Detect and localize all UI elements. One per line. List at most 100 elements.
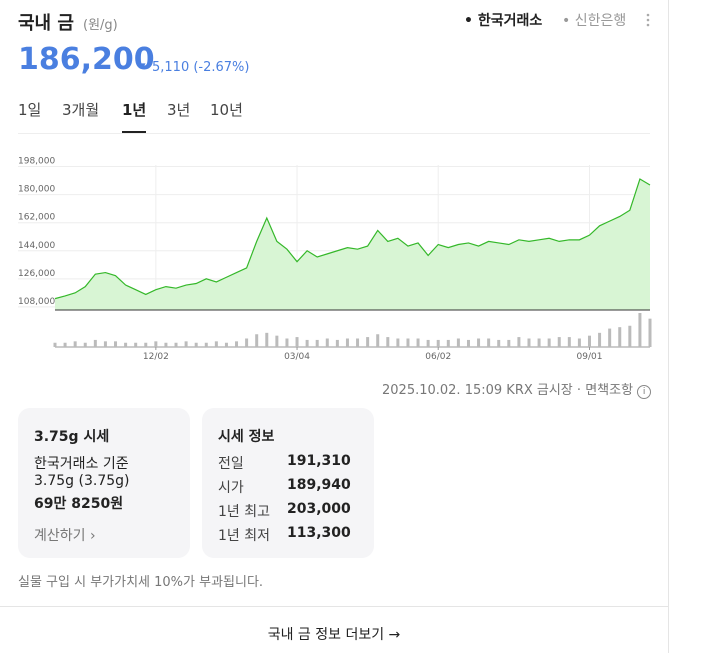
calc-link[interactable]: 계산하기 › [34, 528, 96, 544]
timestamp: 2025.10.02. 15:09 KRX 금시장 · 면책조항 i [382, 379, 652, 399]
amount: 69만 8250원 [34, 496, 124, 512]
row-label: 전일 [218, 456, 244, 472]
card-text: 한국거래소 기준 [34, 456, 129, 472]
volume-bar [134, 342, 138, 347]
tab[interactable]: 1일 [18, 101, 42, 119]
volume-bar [456, 338, 460, 347]
more-link[interactable]: 국내 금 정보 더보기 → [267, 627, 401, 643]
source-tab[interactable]: • 한국거래소 [464, 13, 543, 29]
volume-bar [335, 339, 339, 347]
volume-bar [285, 338, 289, 347]
volume-bar [487, 338, 491, 347]
volume-bar [426, 339, 430, 347]
card-text: 3.75g (3.75g) [34, 473, 130, 489]
volume-bar [345, 338, 349, 347]
volume-bar [114, 341, 118, 347]
y-tick-label: 108,000 [18, 297, 55, 307]
more-text[interactable]: 국내 금 정보 더보기 [267, 627, 385, 643]
volume-bar [466, 339, 470, 347]
unit: (원/g) [83, 18, 118, 33]
change: 5,110 (-2.67%) [152, 60, 250, 75]
x-tick-label: 09/01 [577, 352, 603, 362]
tab[interactable]: 3개월 [62, 101, 100, 119]
row-label: 시가 [218, 480, 244, 496]
row-value: 189,940 [287, 477, 351, 493]
volume-bar [598, 332, 602, 347]
tab[interactable]: 10년 [210, 101, 243, 119]
info-card: 시세 정보 전일 191,310 시가 189,940 1년 최고 203,000 1년 최… [202, 408, 374, 558]
menu-icon[interactable] [643, 12, 653, 28]
volume-bar [124, 342, 128, 347]
source-tab[interactable]: • 신한은행 [562, 13, 627, 29]
volume-bar [275, 335, 279, 347]
volume-bar [184, 341, 188, 347]
volume-bar [446, 339, 450, 347]
volume-bar [255, 334, 259, 347]
x-tick-label: 06/02 [425, 352, 451, 362]
volume-bar [628, 325, 632, 347]
area [55, 179, 650, 310]
volume-bar [547, 338, 551, 347]
volume-bar [577, 338, 581, 347]
volume-bar [164, 342, 168, 347]
card-title: 시세 정보 [218, 429, 275, 445]
volume-bar [325, 338, 329, 347]
volume-bar [648, 318, 652, 347]
volume-bar [527, 338, 531, 347]
volume-bar [517, 337, 521, 347]
volume-bar [265, 332, 269, 347]
card-title: 3.75g 시세 [34, 429, 110, 445]
volume-bar [63, 342, 67, 347]
arrow: ▾ [140, 59, 146, 72]
volume-bar [224, 342, 228, 347]
line [54, 178, 651, 300]
volume-bar [245, 338, 249, 347]
tab[interactable]: 1년 [122, 101, 147, 119]
y-tick-label: 126,000 [18, 269, 55, 279]
tab-underline [122, 131, 146, 133]
notice: 실물 구입 시 부가가치세 10%가 부과됩니다. [18, 575, 264, 590]
disclaimer[interactable]: 면책조항 [585, 383, 634, 398]
volume-bar [295, 337, 299, 347]
volume-bar [587, 335, 591, 347]
volume-bar [557, 337, 561, 347]
volume-bar [174, 342, 178, 347]
row-value: 113,300 [287, 525, 351, 541]
y-tick-label: 162,000 [18, 213, 55, 223]
volume-bar [204, 342, 208, 347]
y-tick-label: 144,000 [18, 241, 55, 251]
widget: 국내 금 (원/g) • 한국거래소 • 신한은행 186,200 ▾ 5,11… [0, 0, 669, 653]
volume-bar [235, 341, 239, 347]
divider [0, 606, 668, 607]
volume-bar [396, 338, 400, 347]
volume-bar [507, 339, 511, 347]
row-value: 191,310 [287, 453, 351, 469]
volume-bar [214, 341, 218, 347]
volume-bar [144, 342, 148, 347]
volume-bar [73, 341, 77, 347]
volume-bar [83, 342, 87, 347]
calc-card: 3.75g 시세 한국거래소 기준 3.75g (3.75g) 69만 8250… [18, 408, 190, 558]
volume-bar [638, 313, 642, 347]
y-tick-label: 198,000 [18, 157, 55, 167]
volume-bar [416, 338, 420, 347]
x-tick-label: 03/04 [284, 352, 310, 362]
volume-bar [497, 339, 501, 347]
volume-bar [608, 328, 612, 347]
volume-bar [315, 339, 319, 347]
time: 2025.10.02. 15:09 KRX 금시장 [382, 383, 573, 398]
link-text[interactable]: 계산하기 [34, 528, 86, 544]
volume-bar [93, 339, 97, 347]
row-value: 203,000 [287, 501, 351, 517]
y-tick-label: 180,000 [18, 185, 55, 195]
volume-bar [154, 341, 158, 347]
volume-bar [477, 338, 481, 347]
divider [18, 133, 650, 134]
tab[interactable]: 3년 [167, 101, 191, 119]
volume-bar [305, 339, 309, 347]
volume-bar [567, 337, 571, 347]
volume-bar [436, 339, 440, 347]
row-label: 1년 최저 [218, 528, 270, 544]
volume-bar [537, 338, 541, 347]
volume-bar [376, 334, 380, 347]
